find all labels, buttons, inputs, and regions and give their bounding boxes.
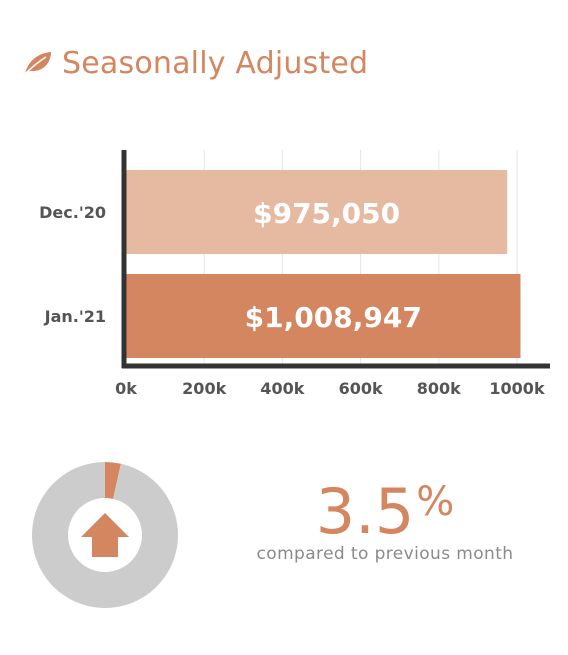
stat-block: 3.5% compared to previous month	[200, 462, 568, 564]
donut-chart	[32, 462, 178, 608]
x-tick-label: 600k	[339, 379, 383, 398]
x-tick-label: 800k	[417, 379, 461, 398]
leaf-icon	[24, 52, 51, 75]
donut-slice	[32, 462, 178, 608]
stat-number: 3.5	[315, 475, 415, 548]
stat-value: 3.5%	[200, 462, 568, 552]
data-label: $975,050	[253, 197, 400, 230]
bar	[126, 274, 521, 358]
stat-caption: compared to previous month	[256, 544, 514, 564]
x-tick-label: 1000k	[489, 379, 545, 398]
x-tick-label: 200k	[182, 379, 226, 398]
bar-chart: 0k 200k 400k 600k 800k 1000k Dec.'20 $975,050 Ja…	[39, 150, 550, 398]
donut-slice	[105, 462, 121, 499]
x-tick-label: 0k	[115, 379, 137, 398]
category-label: Jan.'21	[44, 307, 106, 326]
page-title: Seasonally Adjusted	[62, 45, 369, 81]
category-label: Dec.'20	[39, 203, 106, 222]
data-label: $1,008,947	[245, 301, 422, 334]
stat-unit: %	[416, 479, 455, 525]
header: Seasonally Adjusted	[22, 38, 368, 88]
x-tick-label: 400k	[260, 379, 304, 398]
arrow-up-icon	[81, 513, 129, 557]
bar	[126, 170, 508, 254]
